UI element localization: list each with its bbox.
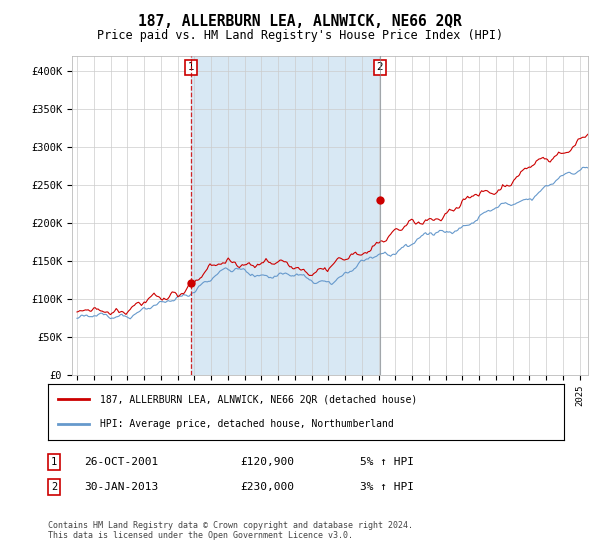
Text: 1: 1 <box>51 457 57 467</box>
Text: HPI: Average price, detached house, Northumberland: HPI: Average price, detached house, Nort… <box>100 419 394 429</box>
Text: 187, ALLERBURN LEA, ALNWICK, NE66 2QR: 187, ALLERBURN LEA, ALNWICK, NE66 2QR <box>138 14 462 29</box>
Text: 3% ↑ HPI: 3% ↑ HPI <box>360 482 414 492</box>
Text: 26-OCT-2001: 26-OCT-2001 <box>84 457 158 467</box>
Text: 2: 2 <box>51 482 57 492</box>
Text: 1: 1 <box>188 62 194 72</box>
Text: £230,000: £230,000 <box>240 482 294 492</box>
Text: 5% ↑ HPI: 5% ↑ HPI <box>360 457 414 467</box>
Text: Contains HM Land Registry data © Crown copyright and database right 2024.
This d: Contains HM Land Registry data © Crown c… <box>48 521 413 540</box>
Bar <box>191 56 380 375</box>
Text: £120,900: £120,900 <box>240 457 294 467</box>
Text: Price paid vs. HM Land Registry's House Price Index (HPI): Price paid vs. HM Land Registry's House … <box>97 29 503 42</box>
Text: 30-JAN-2013: 30-JAN-2013 <box>84 482 158 492</box>
Text: 187, ALLERBURN LEA, ALNWICK, NE66 2QR (detached house): 187, ALLERBURN LEA, ALNWICK, NE66 2QR (d… <box>100 394 417 404</box>
Text: 2: 2 <box>377 62 383 72</box>
